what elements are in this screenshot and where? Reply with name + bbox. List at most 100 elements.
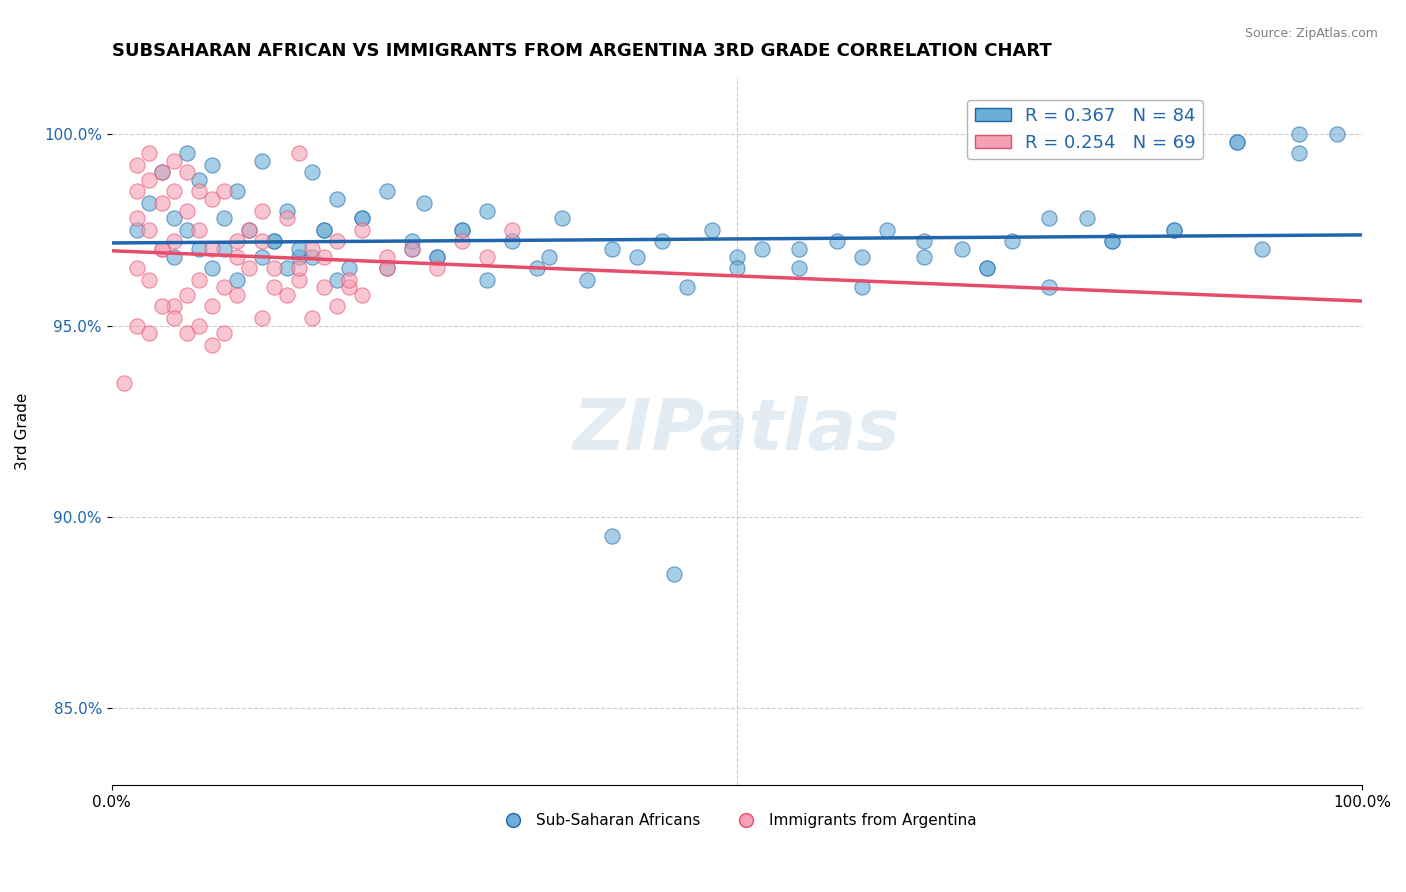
Point	[337, 261, 360, 276]
Point	[337, 272, 360, 286]
Point	[188, 173, 211, 187]
Point	[288, 261, 311, 276]
Point	[188, 223, 211, 237]
Point	[664, 567, 686, 582]
Point	[950, 242, 973, 256]
Point	[325, 299, 347, 313]
Point	[176, 203, 198, 218]
Point	[276, 211, 298, 226]
Point	[150, 165, 173, 179]
Point	[263, 261, 285, 276]
Point	[125, 318, 148, 333]
Point	[301, 310, 323, 325]
Point	[301, 165, 323, 179]
Point	[1038, 280, 1060, 294]
Point	[1076, 211, 1098, 226]
Text: ZIPatlas: ZIPatlas	[574, 396, 900, 466]
Point	[138, 196, 160, 211]
Point	[1288, 146, 1310, 161]
Point	[212, 326, 235, 341]
Point	[263, 234, 285, 248]
Point	[225, 272, 247, 286]
Point	[450, 223, 472, 237]
Point	[475, 250, 498, 264]
Point	[475, 272, 498, 286]
Point	[375, 250, 398, 264]
Point	[1226, 135, 1249, 149]
Point	[138, 272, 160, 286]
Point	[188, 242, 211, 256]
Point	[350, 223, 373, 237]
Point	[1101, 234, 1123, 248]
Point	[600, 242, 623, 256]
Point	[375, 185, 398, 199]
Point	[163, 153, 186, 168]
Point	[125, 211, 148, 226]
Point	[314, 223, 336, 237]
Point	[337, 280, 360, 294]
Point	[912, 234, 935, 248]
Point	[1326, 127, 1348, 141]
Point	[138, 326, 160, 341]
Point	[789, 261, 811, 276]
Point	[212, 211, 235, 226]
Point	[426, 250, 449, 264]
Point	[325, 234, 347, 248]
Point	[112, 376, 135, 390]
Point	[551, 211, 574, 226]
Point	[263, 280, 285, 294]
Point	[789, 242, 811, 256]
Point	[825, 234, 848, 248]
Point	[1251, 242, 1274, 256]
Point	[751, 242, 773, 256]
Point	[375, 261, 398, 276]
Legend: Sub-Saharan Africans, Immigrants from Argentina: Sub-Saharan Africans, Immigrants from Ar…	[491, 807, 983, 834]
Point	[188, 318, 211, 333]
Point	[225, 234, 247, 248]
Point	[288, 242, 311, 256]
Point	[426, 250, 449, 264]
Point	[1226, 135, 1249, 149]
Point	[225, 250, 247, 264]
Point	[325, 192, 347, 206]
Point	[176, 288, 198, 302]
Point	[250, 203, 273, 218]
Point	[225, 185, 247, 199]
Point	[350, 288, 373, 302]
Point	[201, 242, 224, 256]
Point	[238, 261, 260, 276]
Point	[725, 261, 748, 276]
Point	[250, 153, 273, 168]
Point	[201, 261, 224, 276]
Point	[1163, 223, 1185, 237]
Point	[314, 223, 336, 237]
Point	[163, 185, 186, 199]
Point	[250, 310, 273, 325]
Point	[401, 242, 423, 256]
Point	[188, 185, 211, 199]
Point	[150, 242, 173, 256]
Point	[201, 299, 224, 313]
Point	[201, 192, 224, 206]
Point	[675, 280, 697, 294]
Point	[314, 280, 336, 294]
Point	[288, 272, 311, 286]
Point	[501, 234, 523, 248]
Point	[700, 223, 723, 237]
Point	[225, 288, 247, 302]
Point	[600, 529, 623, 543]
Point	[150, 242, 173, 256]
Point	[163, 299, 186, 313]
Point	[301, 242, 323, 256]
Point	[163, 250, 186, 264]
Point	[401, 234, 423, 248]
Point	[176, 326, 198, 341]
Point	[176, 223, 198, 237]
Point	[176, 165, 198, 179]
Text: Source: ZipAtlas.com: Source: ZipAtlas.com	[1244, 27, 1378, 40]
Point	[150, 196, 173, 211]
Point	[212, 185, 235, 199]
Point	[725, 250, 748, 264]
Point	[150, 165, 173, 179]
Point	[125, 223, 148, 237]
